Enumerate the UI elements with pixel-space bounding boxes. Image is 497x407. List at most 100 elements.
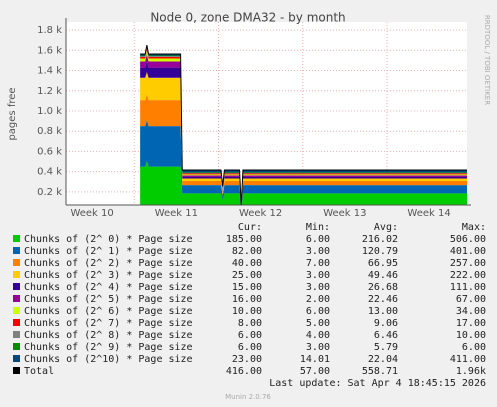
y-tick-label: 0.6 k xyxy=(37,146,62,157)
legend-stat: 9.06 xyxy=(374,318,398,329)
legend-stat: 222.00 xyxy=(450,270,486,281)
legend-stat: 6.00 xyxy=(238,342,262,353)
x-tick-label: Week 14 xyxy=(407,208,450,219)
legend-name: Chunks of (2^ 3) * Page size xyxy=(24,270,193,281)
legend-stat: 15.00 xyxy=(232,282,262,293)
legend-name: Chunks of (2^ 6) * Page size xyxy=(24,306,193,317)
area xyxy=(140,48,467,205)
x-tick-label: Week 11 xyxy=(155,208,198,219)
legend-swatch xyxy=(13,355,20,362)
legend-name: Chunks of (2^ 8) * Page size xyxy=(24,330,193,341)
y-tick-label: 1.0 k xyxy=(37,106,62,117)
legend-stat: 558.71 xyxy=(362,366,398,377)
legend-stat: 40.00 xyxy=(232,258,262,269)
legend-stat: 34.00 xyxy=(456,306,486,317)
legend-stat: 8.00 xyxy=(238,318,262,329)
legend-swatch xyxy=(13,295,20,302)
legend-swatch xyxy=(13,259,20,266)
legend-stat: 216.02 xyxy=(362,234,398,245)
legend-name: Chunks of (2^ 4) * Page size xyxy=(24,282,193,293)
legend-stat: 3.00 xyxy=(306,270,330,281)
legend-swatch xyxy=(13,319,20,326)
legend-stat: 6.00 xyxy=(462,342,486,353)
y-tick-label: 0.4 k xyxy=(37,167,62,178)
legend-stat: 6.46 xyxy=(374,330,398,341)
legend-stat: 25.00 xyxy=(232,270,262,281)
legend-stat: 10.00 xyxy=(456,330,486,341)
legend-stat: 17.00 xyxy=(456,318,486,329)
y-tick-label: 1.6 k xyxy=(37,45,62,56)
stat-header: Max: xyxy=(462,222,486,233)
legend-stat: 22.46 xyxy=(368,294,398,305)
legend-stat: 7.00 xyxy=(306,258,330,269)
legend-stat: 6.00 xyxy=(306,306,330,317)
x-tick-label: Week 13 xyxy=(323,208,366,219)
legend-stat: 3.00 xyxy=(306,342,330,353)
area xyxy=(140,94,467,205)
legend-stat: 120.79 xyxy=(362,246,398,257)
y-tick-label: 1.8 k xyxy=(37,25,62,36)
y-axis-label: pages free xyxy=(7,87,18,140)
legend-stat: 4.00 xyxy=(306,330,330,341)
total-line xyxy=(140,45,467,205)
stat-header: Cur: xyxy=(238,222,262,233)
legend-name: Chunks of (2^10) * Page size xyxy=(24,354,193,365)
legend-stat: 5.79 xyxy=(374,342,398,353)
legend-swatch xyxy=(13,235,20,242)
y-tick-label: 1.4 k xyxy=(37,66,62,77)
legend-stat: 66.95 xyxy=(368,258,398,269)
area xyxy=(140,160,467,205)
legend-name: Chunks of (2^ 2) * Page size xyxy=(24,258,193,269)
legend-name: Chunks of (2^ 7) * Page size xyxy=(24,318,193,329)
legend-stat: 67.00 xyxy=(456,294,486,305)
legend-stat: 14.01 xyxy=(300,354,330,365)
legend-swatch xyxy=(13,307,20,314)
legend-stat: 416.00 xyxy=(226,366,262,377)
legend-name: Chunks of (2^ 5) * Page size xyxy=(24,294,193,305)
legend-stat: 411.00 xyxy=(450,354,486,365)
last-update: Last update: Sat Apr 4 18:45:15 2026 xyxy=(269,378,486,389)
area xyxy=(140,60,467,205)
y-tick-label: 0.2 k xyxy=(37,187,62,198)
footer: Munin 2.0.76 xyxy=(225,393,271,401)
y-tick-label: 1.2 k xyxy=(37,86,62,97)
legend-stat: 3.00 xyxy=(306,282,330,293)
area xyxy=(140,47,467,205)
legend-stat: 401.00 xyxy=(450,246,486,257)
legend-swatch xyxy=(13,283,20,290)
legend-stat: 2.00 xyxy=(306,294,330,305)
legend-swatch xyxy=(13,271,20,278)
chart-title: Node 0, zone DMA32 - by month xyxy=(150,11,345,25)
legend-name: Chunks of (2^ 9) * Page size xyxy=(24,342,193,353)
legend-stat: 23.00 xyxy=(232,354,262,365)
legend-stat: 6.00 xyxy=(306,234,330,245)
legend-stat: 111.00 xyxy=(450,282,486,293)
legend-stat: 257.00 xyxy=(450,258,486,269)
area xyxy=(140,120,467,205)
legend-swatch xyxy=(13,247,20,254)
legend-stat: 3.00 xyxy=(306,246,330,257)
legend-swatch xyxy=(13,367,20,374)
side-label: RRDTOOL / TOBI OETIKER xyxy=(483,15,491,105)
legend-swatch xyxy=(13,343,20,350)
legend-stat: 16.00 xyxy=(232,294,262,305)
legend-name: Chunks of (2^ 1) * Page size xyxy=(24,246,193,257)
legend-stat: 13.00 xyxy=(368,306,398,317)
y-tick-label: 0.8 k xyxy=(37,126,62,137)
legend-stat: 185.00 xyxy=(226,234,262,245)
x-tick-label: Week 12 xyxy=(239,208,282,219)
stat-header: Min: xyxy=(306,222,330,233)
x-tick-label: Week 10 xyxy=(70,208,113,219)
legend-stat: 5.00 xyxy=(306,318,330,329)
area xyxy=(140,71,467,205)
legend-stat: 26.68 xyxy=(368,282,398,293)
legend-swatch xyxy=(13,331,20,338)
legend-stat: 1.96k xyxy=(456,366,486,377)
legend-stat: 49.46 xyxy=(368,270,398,281)
legend-stat: 6.00 xyxy=(238,330,262,341)
legend-stat: 506.00 xyxy=(450,234,486,245)
legend-stat: 57.00 xyxy=(300,366,330,377)
legend-stat: 10.00 xyxy=(232,306,262,317)
stat-header: Avg: xyxy=(374,222,398,233)
